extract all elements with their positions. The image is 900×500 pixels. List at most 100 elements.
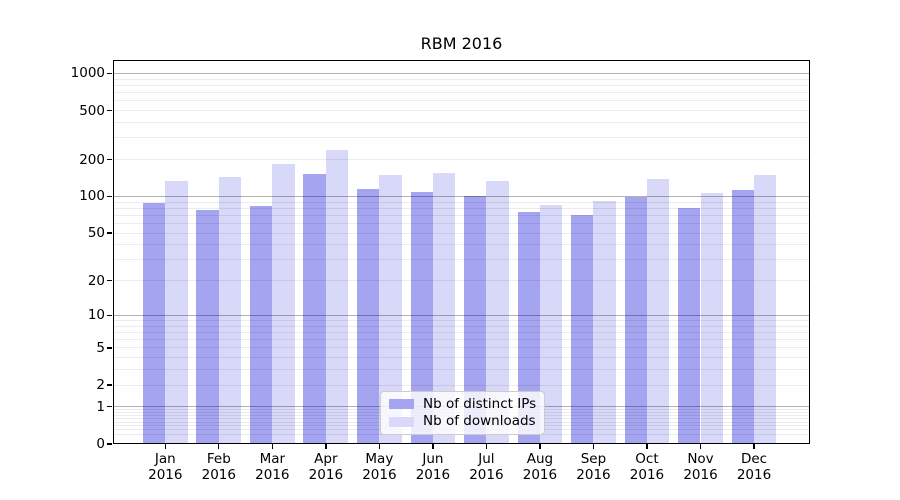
x-tick-year: 2016 bbox=[362, 467, 397, 483]
bar-distinct-ips-mar bbox=[249, 205, 273, 444]
y-tick-mark bbox=[107, 232, 112, 234]
x-tick-month: May bbox=[365, 451, 394, 467]
x-tick-mark bbox=[539, 444, 541, 449]
bar-downloads-jul bbox=[486, 180, 509, 444]
y-tick-mark bbox=[107, 109, 112, 112]
x-tick-label-jan: Jan 2016 bbox=[133, 451, 197, 483]
bar-distinct-ips-apr bbox=[303, 174, 326, 444]
gridline-500 bbox=[113, 110, 810, 112]
chart-title: RBM 2016 bbox=[420, 34, 503, 53]
x-tick-mark bbox=[592, 444, 595, 449]
x-tick-year: 2016 bbox=[308, 467, 344, 483]
x-tick-mark bbox=[164, 444, 166, 449]
x-tick-month: Dec bbox=[740, 451, 768, 467]
x-tick-year: 2016 bbox=[576, 467, 611, 483]
x-tick-label-feb: Feb 2016 bbox=[187, 451, 251, 483]
x-tick-mark bbox=[378, 444, 381, 449]
legend-item-downloads: Nb of downloads bbox=[389, 414, 536, 429]
y-tick-label-50: 50 bbox=[87, 225, 105, 242]
bar-distinct-ips-feb bbox=[196, 209, 219, 444]
x-tick-label-oct: Oct 2016 bbox=[615, 451, 679, 483]
x-tick-label-sep: Sep 2016 bbox=[561, 451, 625, 483]
y-tick-mark bbox=[107, 158, 112, 161]
y-tick-label-200: 200 bbox=[79, 151, 105, 168]
x-tick-label-apr: Apr 2016 bbox=[294, 451, 358, 483]
bar-distinct-ips-dec bbox=[731, 190, 754, 444]
y-tick-label-5: 5 bbox=[96, 339, 105, 356]
x-tick-month: Nov bbox=[687, 451, 714, 467]
bar-downloads-may bbox=[379, 174, 402, 444]
y-tick-mark bbox=[107, 195, 112, 198]
legend-swatch-distinct-ips bbox=[389, 399, 414, 410]
legend-label: Nb of distinct IPs bbox=[423, 395, 537, 412]
plot-area bbox=[113, 60, 810, 444]
bar-distinct-ips-jan bbox=[142, 203, 166, 444]
y-tick-label-1000: 1000 bbox=[70, 65, 105, 82]
bar-downloads-jun bbox=[432, 172, 456, 444]
x-tick-month: Feb bbox=[206, 451, 231, 467]
x-tick-mark bbox=[753, 444, 755, 449]
gridline-900 bbox=[113, 78, 810, 80]
bar-downloads-sep bbox=[593, 201, 616, 444]
x-tick-year: 2016 bbox=[415, 467, 451, 483]
x-tick-label-mar: Mar 2016 bbox=[240, 451, 304, 483]
x-tick-year: 2016 bbox=[201, 467, 236, 483]
x-tick-year: 2016 bbox=[148, 467, 183, 483]
gridline-800 bbox=[113, 84, 810, 86]
x-tick-label-jun: Jun 2016 bbox=[401, 451, 465, 483]
bar-downloads-apr bbox=[325, 150, 349, 444]
gridline-700 bbox=[113, 92, 810, 94]
legend-swatch-downloads bbox=[389, 416, 414, 427]
x-tick-month: Jun bbox=[422, 451, 444, 467]
x-tick-label-dec: Dec 2016 bbox=[722, 451, 786, 483]
x-tick-month: Mar bbox=[259, 451, 286, 467]
x-tick-label-aug: Aug 2016 bbox=[508, 451, 572, 483]
x-tick-month: Oct bbox=[635, 451, 659, 467]
y-tick-mark bbox=[107, 72, 112, 75]
x-tick-year: 2016 bbox=[255, 467, 290, 483]
x-tick-month: Aug bbox=[526, 451, 554, 467]
x-tick-year: 2016 bbox=[522, 467, 558, 483]
bar-distinct-ips-jul bbox=[464, 196, 487, 444]
legend-item-distinct-ips: Nb of distinct IPs bbox=[389, 395, 537, 412]
y-tick-label-2: 2 bbox=[96, 377, 105, 394]
x-tick-label-may: May 2016 bbox=[347, 451, 411, 483]
x-tick-month: Jan bbox=[154, 451, 176, 467]
legend-label: Nb of downloads bbox=[423, 413, 536, 430]
x-tick-label-nov: Nov 2016 bbox=[669, 451, 733, 483]
gridline-400 bbox=[113, 122, 810, 123]
x-tick-month: Sep bbox=[580, 451, 607, 467]
x-tick-year: 2016 bbox=[469, 467, 504, 483]
bar-downloads-oct bbox=[646, 179, 670, 444]
y-tick-mark bbox=[107, 406, 112, 408]
bar-distinct-ips-aug bbox=[517, 211, 540, 444]
y-tick-mark bbox=[107, 347, 112, 349]
bar-distinct-ips-sep bbox=[571, 214, 594, 444]
bar-distinct-ips-jun bbox=[410, 192, 433, 444]
y-tick-mark bbox=[107, 314, 112, 317]
y-tick-label-10: 10 bbox=[87, 307, 105, 324]
gridline-1000 bbox=[113, 72, 810, 74]
bar-downloads-nov bbox=[700, 193, 723, 444]
bar-downloads-aug bbox=[539, 205, 563, 444]
x-tick-mark bbox=[485, 444, 488, 449]
y-tick-label-0: 0 bbox=[96, 436, 105, 452]
y-tick-label-1: 1 bbox=[96, 398, 105, 415]
gridline-200 bbox=[113, 159, 810, 161]
x-tick-year: 2016 bbox=[629, 467, 665, 483]
x-tick-mark bbox=[218, 444, 220, 449]
x-tick-mark bbox=[646, 444, 648, 449]
legend: Nb of distinct IPs Nb of downloads bbox=[380, 391, 545, 435]
y-tick-mark bbox=[107, 384, 112, 386]
x-tick-year: 2016 bbox=[736, 467, 772, 483]
y-tick-label-500: 500 bbox=[79, 102, 105, 119]
bar-distinct-ips-may bbox=[356, 189, 380, 444]
bar-downloads-dec bbox=[754, 174, 777, 444]
y-tick-mark bbox=[107, 280, 112, 282]
x-tick-month: Jul bbox=[478, 451, 495, 467]
bar-distinct-ips-nov bbox=[678, 208, 701, 444]
x-tick-label-jul: Jul 2016 bbox=[454, 451, 518, 483]
x-tick-mark bbox=[432, 444, 434, 449]
x-tick-month: Apr bbox=[314, 451, 338, 467]
